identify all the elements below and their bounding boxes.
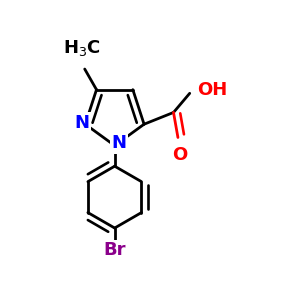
Text: Br: Br [103, 241, 126, 259]
Text: OH: OH [197, 81, 227, 99]
Text: O: O [172, 146, 187, 164]
Text: H$_3$C: H$_3$C [63, 38, 101, 58]
Text: N: N [112, 134, 127, 152]
Text: N: N [74, 114, 89, 132]
